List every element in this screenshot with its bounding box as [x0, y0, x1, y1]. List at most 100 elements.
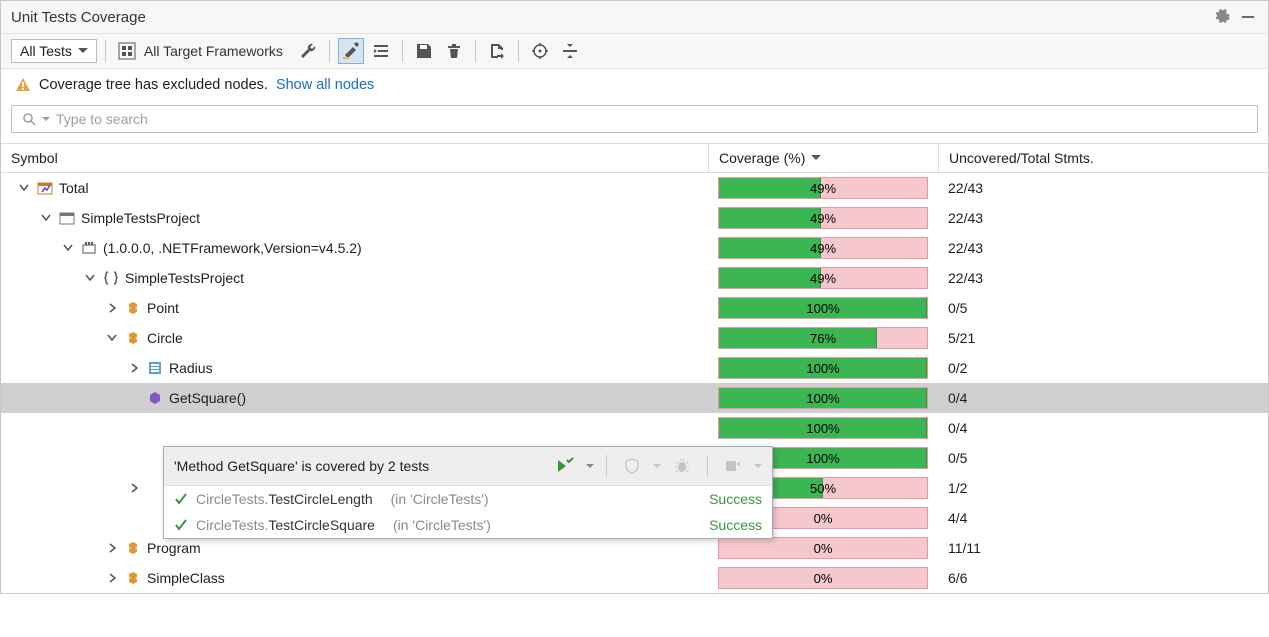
coverage-bar: 49%: [718, 207, 928, 229]
col-uncovered[interactable]: Uncovered/Total Stmts.: [938, 144, 1268, 172]
cell-symbol: SimpleTestsProject: [1, 270, 708, 286]
cell-uncovered: 11/11: [938, 540, 1268, 556]
cell-symbol: Total: [1, 180, 708, 196]
coverage-bar: 49%: [718, 177, 928, 199]
tests-popup: 'Method GetSquare' is covered by 2 tests…: [163, 446, 773, 539]
expander-icon[interactable]: [105, 301, 119, 315]
expander-icon[interactable]: [105, 331, 119, 345]
method-icon: [147, 390, 163, 406]
expander-icon[interactable]: [17, 181, 31, 195]
wrench-icon[interactable]: [295, 38, 321, 64]
shield-icon[interactable]: [619, 453, 645, 479]
chevron-down-icon[interactable]: [653, 464, 661, 469]
coverage-bar: 100%: [718, 357, 928, 379]
tree-row[interactable]: 100% 0/4: [1, 413, 1268, 443]
coverage-bar: 100%: [718, 297, 928, 319]
property-icon: [147, 360, 163, 376]
filter-label: All Tests: [20, 43, 72, 59]
collapse-icon[interactable]: [557, 38, 583, 64]
popup-message: 'Method GetSquare' is covered by 2 tests: [174, 458, 544, 474]
cell-uncovered: 5/21: [938, 330, 1268, 346]
warning-icon: [15, 77, 31, 93]
expander-icon[interactable]: [105, 541, 119, 555]
coverage-value: 0%: [814, 541, 833, 556]
col-symbol[interactable]: Symbol: [1, 144, 708, 172]
expander-icon[interactable]: [127, 361, 141, 375]
gear-icon[interactable]: [1212, 7, 1232, 27]
chevron-down-icon[interactable]: [754, 464, 762, 469]
coverage-bar: 100%: [718, 387, 928, 409]
highlight-icon[interactable]: [338, 38, 364, 64]
save-icon[interactable]: [411, 38, 437, 64]
tree-row[interactable]: SimpleTestsProject 49% 22/43: [1, 263, 1268, 293]
cell-uncovered: 22/43: [938, 210, 1268, 226]
coverage-bar: 49%: [718, 267, 928, 289]
tree-row[interactable]: (1.0.0.0, .NETFramework,Version=v4.5.2) 4…: [1, 233, 1268, 263]
target-icon[interactable]: [527, 38, 553, 64]
node-label: SimpleTestsProject: [81, 210, 200, 226]
indent-icon[interactable]: [368, 38, 394, 64]
cell-symbol: Program: [1, 540, 708, 556]
cell-uncovered: 4/4: [938, 510, 1268, 526]
test-name: CircleTests.TestCircleLength: [196, 491, 373, 507]
bug-icon[interactable]: [669, 453, 695, 479]
tree-row[interactable]: GetSquare()100%0/4: [1, 383, 1268, 413]
tree-row[interactable]: Radius100%0/2: [1, 353, 1268, 383]
chevron-down-icon: [78, 48, 88, 54]
cell-uncovered: 1/2: [938, 480, 1268, 496]
popup-test-row[interactable]: CircleTests.TestCircleLength(in 'CircleT…: [164, 486, 772, 512]
node-label: Point: [147, 300, 179, 316]
node-label: (1.0.0.0, .NETFramework,Version=v4.5.2): [103, 240, 362, 256]
minimize-icon[interactable]: [1238, 7, 1258, 27]
frameworks-icon[interactable]: [114, 38, 140, 64]
coverage-bar: 49%: [718, 237, 928, 259]
separator: [329, 40, 330, 62]
coverage-bar: 100%: [718, 417, 928, 439]
cell-uncovered: 0/5: [938, 450, 1268, 466]
coverage-value: 100%: [806, 451, 839, 466]
coverage-value: 49%: [810, 211, 836, 226]
coverage-value: 49%: [810, 271, 836, 286]
tree-row[interactable]: SimpleClass0%6/6: [1, 563, 1268, 593]
tree-row[interactable]: Total49%22/43: [1, 173, 1268, 203]
expander-icon[interactable]: [105, 571, 119, 585]
chevron-down-icon[interactable]: [586, 464, 594, 469]
search-input[interactable]: [56, 111, 1247, 127]
chevron-down-icon[interactable]: [42, 117, 50, 122]
tree-row[interactable]: Circle 76% 5/21: [1, 323, 1268, 353]
expander-icon[interactable]: [127, 481, 141, 495]
show-all-link[interactable]: Show all nodes: [276, 77, 374, 93]
trash-icon[interactable]: [441, 38, 467, 64]
filter-dropdown[interactable]: All Tests: [11, 39, 97, 63]
expander-icon[interactable]: [61, 241, 75, 255]
separator: [105, 40, 106, 62]
coverage-bar: 0%: [718, 537, 928, 559]
coverage-value: 49%: [810, 181, 836, 196]
tree-row[interactable]: SimpleTestsProject 49% 22/43: [1, 203, 1268, 233]
cell-coverage: 0%: [708, 537, 938, 559]
cell-coverage: 100%: [708, 387, 938, 409]
class-icon: [125, 300, 141, 316]
coverage-value: 76%: [810, 331, 836, 346]
coverage-value: 100%: [806, 361, 839, 376]
coverage-value: 100%: [806, 301, 839, 316]
test-location: (in 'CircleTests'): [393, 517, 491, 533]
search-box: [11, 105, 1258, 133]
col-coverage[interactable]: Coverage (%): [708, 144, 938, 172]
tree-row[interactable]: Point100%0/5: [1, 293, 1268, 323]
cell-uncovered: 0/4: [938, 420, 1268, 436]
node-label: Circle: [147, 330, 183, 346]
popup-test-row[interactable]: CircleTests.TestCircleSquare (in 'CircleT…: [164, 512, 772, 538]
separator: [707, 455, 708, 477]
test-name: CircleTests.TestCircleSquare: [196, 517, 375, 533]
notice-text: Coverage tree has excluded nodes.: [39, 77, 268, 93]
expander-icon[interactable]: [83, 271, 97, 285]
run-covering-icon[interactable]: [552, 453, 578, 479]
cell-uncovered: 22/43: [938, 270, 1268, 286]
expander-icon[interactable]: [39, 211, 53, 225]
coverage-value: 0%: [814, 571, 833, 586]
export-icon[interactable]: [484, 38, 510, 64]
node-label: Total: [59, 180, 89, 196]
table-header: Symbol Coverage (%) Uncovered/Total Stmt…: [1, 143, 1268, 173]
add-to-session-icon[interactable]: [720, 453, 746, 479]
